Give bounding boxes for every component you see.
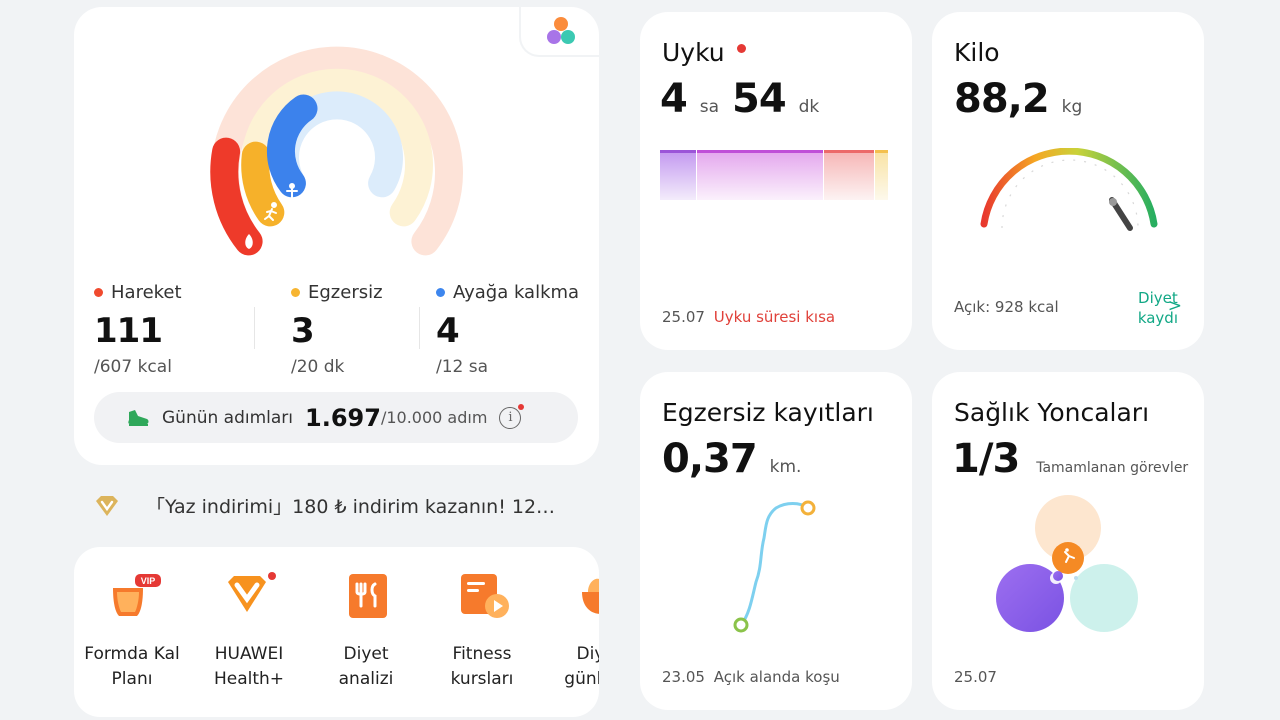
shortcut-fitness-courses[interactable]: Fitness kursları — [427, 572, 537, 692]
diet-analysis-icon — [341, 572, 391, 622]
route-start-marker — [733, 617, 749, 633]
huawei-health-plus-icon — [224, 572, 276, 622]
sleep-date: 25.07 — [662, 308, 705, 326]
info-icon[interactable]: i — [499, 403, 525, 429]
route-end-marker — [800, 500, 816, 516]
exercise-goal: /20 dk — [291, 357, 345, 377]
card-title: Uyku — [662, 38, 725, 67]
promo-text: 「Yaz indirimi」180 ₺ indirim kazanın! 12… — [146, 496, 556, 518]
diet-diary-icon — [574, 572, 599, 622]
move-dot — [94, 288, 103, 297]
runner-icon — [264, 202, 277, 221]
stand-value: 4 — [436, 311, 460, 351]
formda-kal-icon: VIP — [107, 572, 161, 622]
sleep-card[interactable]: Uyku 4 sa 54 dk 25.07 Uyku süresi kısa — [640, 12, 912, 350]
divider — [419, 307, 420, 349]
move-metric[interactable]: Hareket 111 /607 kcal — [94, 282, 182, 377]
move-ring-progress — [210, 137, 263, 256]
shortcut-label: Fitness — [452, 644, 512, 664]
shortcut-label: Diyet — [343, 644, 389, 664]
steps-label: Günün adımları — [162, 407, 294, 428]
weight-value: 88,2 — [954, 76, 1050, 122]
shortcuts-card: VIP Formda Kal Planı HUAWEI Health+ Diyet a… — [74, 547, 599, 717]
exercise-records-card[interactable]: Egzersiz kayıtları 0,37 km. 23.05 Açık a… — [640, 372, 912, 710]
clover-progress: 1/3 — [952, 436, 1020, 482]
sleep-minutes-unit: dk — [798, 97, 820, 117]
health-clover-card[interactable]: Sağlık Yoncaları 1/3 Tamamlanan görevler… — [932, 372, 1204, 710]
shortcut-label: Planı — [111, 669, 153, 689]
card-title: Sağlık Yoncaları — [954, 398, 1150, 427]
exercise-label: Egzersiz — [308, 282, 383, 303]
three-dots-app-icon — [547, 17, 575, 44]
route-map — [733, 500, 816, 633]
stand-label: Ayağa kalkma — [453, 282, 580, 303]
exercise-type: Açık alanda koşu — [713, 668, 840, 686]
move-label: Hareket — [111, 282, 182, 303]
clover-subtitle: Tamamlanan görevler — [1036, 460, 1189, 476]
notification-dot — [518, 403, 525, 410]
vip-diamond-icon — [96, 495, 118, 516]
weight-card[interactable]: Kilo 88,2 kg Açık: 928 kcal Diyet kaydı > — [932, 12, 1204, 350]
activity-rings[interactable] — [206, 25, 468, 265]
weight-unit: kg — [1061, 97, 1083, 117]
chevron-right-icon: > — [1167, 296, 1182, 316]
exercise-unit: km. — [769, 457, 802, 477]
exercise-metric[interactable]: Egzersiz 3 /20 dk — [291, 282, 383, 377]
shortcut-label: Health+ — [213, 669, 285, 689]
divider — [254, 307, 255, 349]
sleep-stages-chart — [660, 150, 888, 200]
exercise-distance: 0,37 — [662, 436, 758, 482]
clover-leaf-top — [1035, 495, 1101, 561]
shortcut-label: HUAWEI — [214, 644, 284, 664]
stand-goal: /12 sa — [436, 357, 489, 377]
exercise-date: 23.05 — [662, 668, 705, 686]
exercise-ring-progress — [241, 141, 285, 227]
shortcut-label: Formda Kal — [84, 644, 180, 664]
weight-gauge — [980, 148, 1158, 231]
sleep-status: Uyku süresi kısa — [713, 308, 836, 326]
shortcut-diet-diary[interactable]: Diyet günlüğü — [544, 572, 599, 692]
sleep-alert-dot — [736, 44, 746, 53]
calorie-deficit: Açık: 928 kcal — [954, 298, 1059, 316]
shortcut-diet-analysis[interactable]: Diyet analizi — [311, 572, 421, 692]
move-value: 111 — [94, 311, 163, 351]
stand-dot — [436, 288, 445, 297]
card-title: Kilo — [954, 38, 1000, 67]
stand-metric[interactable]: Ayağa kalkma 4 /12 sa — [436, 282, 579, 377]
daily-steps-bar[interactable]: Günün adımları 1.697 /10.000 adım i — [94, 392, 578, 443]
shortcut-label: analizi — [338, 669, 394, 689]
health-clover-graphic — [996, 495, 1138, 632]
sleep-hours-unit: sa — [699, 97, 720, 117]
shortcut-label: kursları — [450, 669, 514, 689]
diet-link-text: kaydı — [1137, 309, 1178, 327]
shoe-icon — [128, 409, 149, 426]
shortcut-formda-kal[interactable]: VIP Formda Kal Planı — [77, 572, 187, 692]
card-title: Egzersiz kayıtları — [662, 398, 874, 427]
sleep-duration: 4 sa 54 dk — [660, 76, 819, 122]
exercise-dot — [291, 288, 300, 297]
activity-rings-graphic — [210, 46, 463, 256]
vip-badge-text: VIP — [141, 576, 156, 586]
diet-link-text: Diyet — [1138, 289, 1178, 307]
exercise-value: 3 — [291, 311, 315, 351]
standing-person-icon — [286, 183, 298, 204]
steps-goal: /10.000 adım — [380, 408, 488, 427]
shortcut-label: günlüğü — [564, 669, 599, 689]
flame-icon — [245, 234, 253, 249]
fitness-courses-icon — [457, 572, 509, 622]
clover-leaf-right — [1070, 564, 1138, 632]
clover-date: 25.07 — [954, 668, 997, 686]
shortcut-huawei-health-plus[interactable]: HUAWEI Health+ — [194, 572, 304, 692]
sleep-minutes: 54 — [732, 76, 787, 122]
shortcut-label: Diyet — [576, 644, 600, 664]
clover-leaf-left — [996, 564, 1064, 632]
app-switcher-tab[interactable] — [519, 7, 599, 57]
diet-record-link[interactable]: Diyet kaydı — [1138, 288, 1178, 328]
activity-rings-card[interactable]: Hareket 111 /607 kcal Egzersiz 3 /20 dk … — [74, 7, 599, 465]
sleep-hours: 4 — [660, 76, 688, 122]
steps-value: 1.697 — [305, 403, 381, 432]
stand-ring-progress — [266, 94, 318, 198]
promo-banner[interactable]: 「Yaz indirimi」180 ₺ indirim kazanın! 12… — [94, 492, 555, 519]
move-goal: /607 kcal — [94, 357, 172, 377]
